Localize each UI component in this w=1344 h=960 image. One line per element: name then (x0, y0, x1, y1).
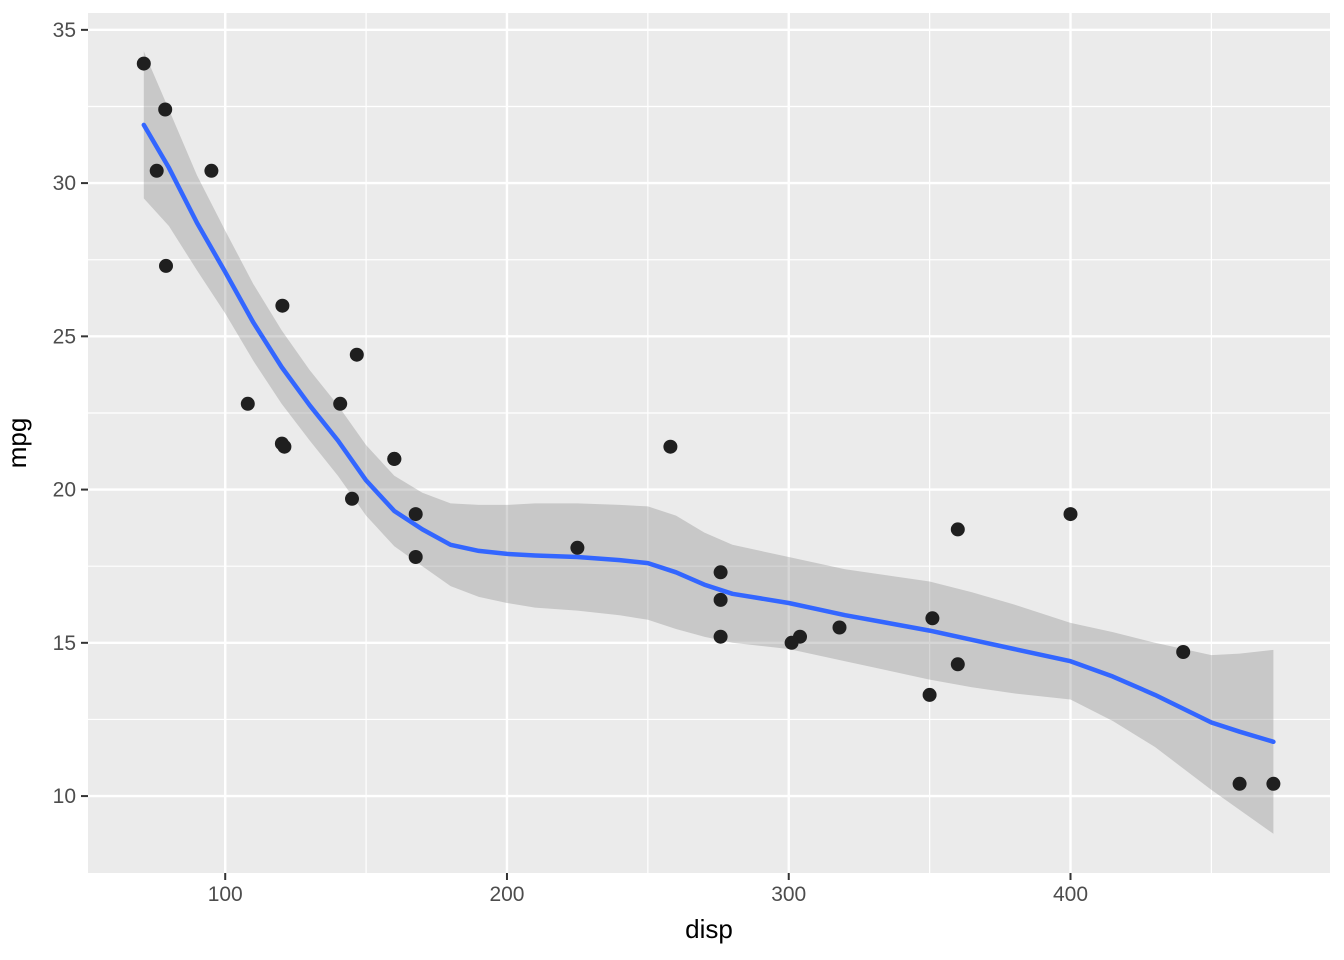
data-point (663, 439, 678, 454)
data-point (713, 565, 728, 580)
x-tick-label: 300 (771, 883, 806, 906)
data-point (925, 611, 940, 626)
data-point (784, 635, 799, 650)
data-point (149, 163, 164, 178)
data-point (832, 620, 847, 635)
data-point (275, 298, 290, 313)
data-point (277, 439, 292, 454)
data-point (158, 102, 173, 117)
data-point (136, 56, 151, 71)
data-point (713, 629, 728, 644)
data-point (333, 396, 348, 411)
data-point (159, 258, 173, 273)
data-point (570, 540, 585, 555)
data-point (1232, 776, 1247, 791)
data-point (1063, 507, 1078, 522)
x-axis-title: disp (685, 914, 733, 944)
y-axis-title: mpg (2, 418, 32, 469)
data-point (713, 592, 728, 607)
data-point (345, 491, 359, 506)
smooth-line (141, 122, 1276, 745)
data-point (240, 396, 255, 411)
data-point (922, 687, 937, 702)
data-point (408, 550, 423, 564)
data-point (950, 657, 965, 672)
x-tick-label: 400 (1053, 883, 1088, 906)
y-tick-label: 15 (53, 632, 76, 655)
data-point (1176, 645, 1191, 659)
confidence-ribbon (143, 51, 1274, 834)
y-tick-label: 10 (53, 785, 76, 808)
data-point (408, 507, 423, 522)
x-tick-label: 100 (208, 883, 243, 906)
data-point (204, 163, 219, 178)
data-point (349, 347, 364, 362)
y-tick-label: 25 (53, 325, 76, 348)
data-point (1266, 776, 1281, 791)
y-tick-label: 30 (53, 172, 76, 195)
data-point (387, 451, 402, 466)
y-tick-label: 35 (53, 19, 76, 42)
plot-panel (88, 13, 1330, 873)
x-tick-label: 200 (489, 883, 524, 906)
data-point (950, 522, 965, 537)
y-tick-label: 20 (53, 479, 76, 502)
